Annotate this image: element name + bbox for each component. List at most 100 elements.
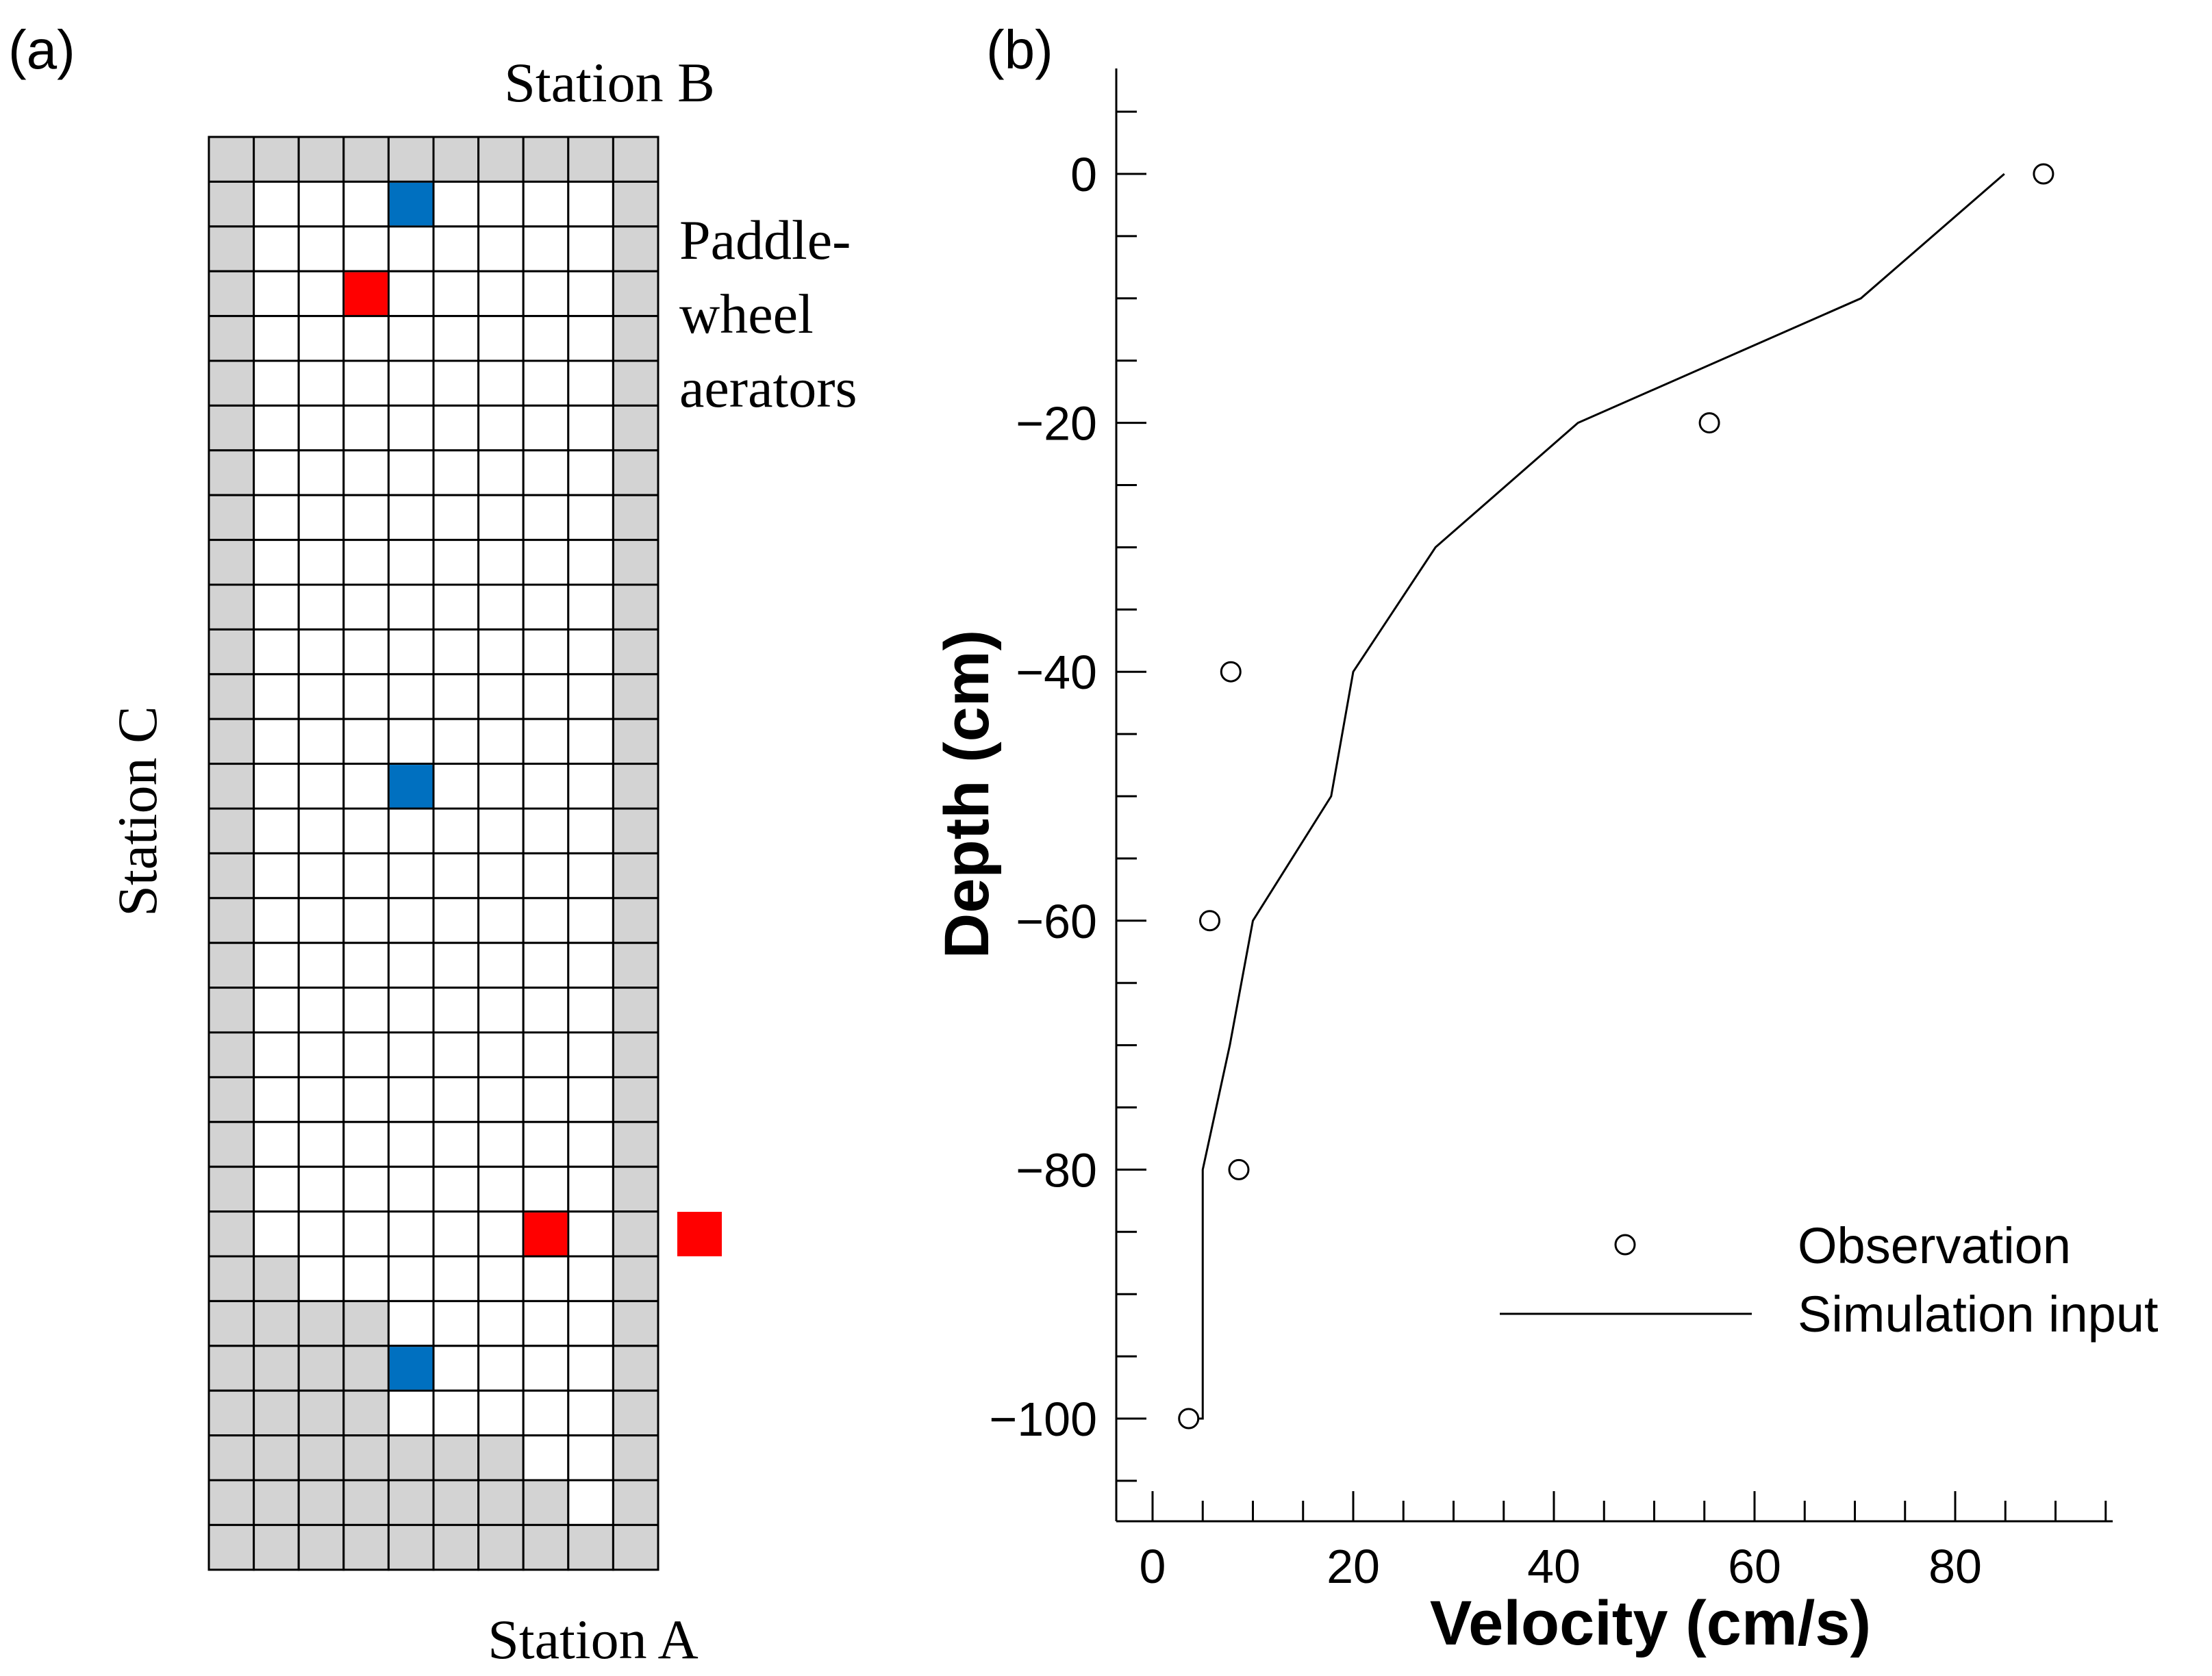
grid-cell [299,1480,344,1525]
aerator-label: Paddle- wheel aerators [679,209,865,419]
grid-cell [523,316,568,361]
grid-cell [344,405,389,450]
grid-cell [523,719,568,763]
grid-cell [209,988,254,1032]
grid-cell [299,943,344,987]
grid-cell [523,137,568,181]
grid-cell [254,629,299,674]
grid-cell [254,1167,299,1211]
grid-cell [209,674,254,719]
grid-cell [568,1480,614,1525]
grid-cell [568,1301,614,1345]
legend-observation-label: Observation [1798,1217,2071,1274]
grid-cell [299,1212,344,1256]
grid-cell [299,629,344,674]
legend: Observation Simulation input [1500,1217,2159,1343]
grid-cell [344,898,389,943]
grid-cell [433,271,479,316]
grid-cell [433,809,479,853]
grid-cell [344,764,389,809]
grid-cell [254,405,299,450]
grid-cell [209,1032,254,1077]
y-tick-label: −100 [989,1393,1097,1446]
grid-cell [344,1212,389,1256]
grid-cell [433,1480,479,1525]
grid-cell [568,1525,614,1569]
grid-cell [479,495,524,539]
grid-cell [433,1525,479,1569]
grid-cell [433,540,479,585]
x-axis-label: Velocity (cm/s) [1430,1588,1871,1658]
grid-cell [209,181,254,226]
grid-cell [523,674,568,719]
grid-cell [479,943,524,987]
grid-cell [254,674,299,719]
grid-cell [299,1032,344,1077]
grid-cell [388,1122,433,1167]
station-c-label: Station C [106,706,168,917]
grid-cell [523,540,568,585]
grid-cell [299,137,344,181]
grid-cell [344,1391,389,1435]
grid-cell [613,495,658,539]
grid-cell [479,1480,524,1525]
grid-cell [523,988,568,1032]
grid-cell [613,719,658,763]
grid-cell [479,450,524,495]
grid-cell [479,629,524,674]
legend-simulation-label: Simulation input [1798,1286,2159,1343]
grid-cell [433,853,479,898]
grid-cell [479,1212,524,1256]
grid-cell [254,181,299,226]
grid-cell [613,1032,658,1077]
grid-cell [523,1122,568,1167]
grid-cell [613,629,658,674]
grid-cell [209,361,254,405]
grid-cell [523,1436,568,1480]
grid-cell [523,1391,568,1435]
figure: (a) Station B Station A Station C Paddle… [0,0,2212,1676]
x-tick-label: 40 [1527,1540,1581,1593]
grid-cell [568,585,614,629]
grid-cell [433,1436,479,1480]
grid-cell [209,1077,254,1121]
grid-cell [523,1032,568,1077]
grid-cell [568,405,614,450]
grid-cell [388,629,433,674]
grid-cell [568,181,614,226]
grid-cell [433,1077,479,1121]
grid-cell [523,495,568,539]
grid-cell [433,629,479,674]
grid-cell [613,1525,658,1569]
grid-cell [299,1122,344,1167]
grid-cell [523,1077,568,1121]
grid-cell [523,853,568,898]
grid-cell [388,405,433,450]
grid-cell [299,853,344,898]
grid-cell [344,1436,389,1480]
grid-cell [254,1256,299,1301]
grid-cell [254,1122,299,1167]
grid-cell [209,629,254,674]
grid-cell [613,1391,658,1435]
grid-cell [299,181,344,226]
grid-cell [523,1301,568,1345]
aerator-label-line-2: wheel [679,283,814,345]
grid-cell [479,853,524,898]
grid-cell [388,450,433,495]
grid-cell [613,540,658,585]
grid-cell [209,1346,254,1391]
grid-cell [299,271,344,316]
grid-cell [299,988,344,1032]
x-tick-label: 20 [1327,1540,1380,1593]
grid-cell [344,809,389,853]
grid-cell [479,1256,524,1301]
y-tick-label: −60 [1016,895,1097,948]
grid-cell [568,450,614,495]
grid-cell [433,1167,479,1211]
grid-cell [388,361,433,405]
grid-cell [299,1346,344,1391]
grid-cell [299,495,344,539]
grid-cell [568,361,614,405]
grid-cell [479,1032,524,1077]
